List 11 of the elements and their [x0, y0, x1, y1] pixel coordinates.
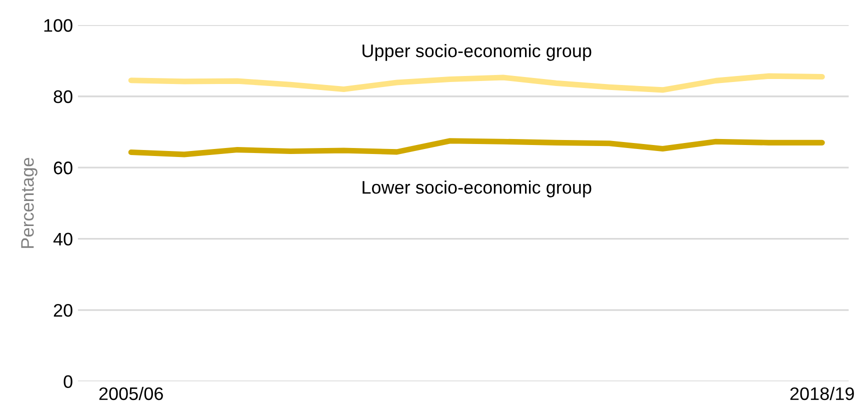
y-tick-label: 60 [54, 162, 72, 174]
y-tick-label: 40 [53, 232, 72, 246]
y-tick-label: 20 [54, 304, 72, 317]
x-tick-label: 2005/06 [99, 386, 163, 400]
y-axis-title: Percentage [21, 158, 38, 248]
series-label: Lower socio-economic group [362, 180, 592, 198]
x-tick-label: 2018/19 [790, 386, 854, 400]
y-tick-label: 100 [44, 19, 72, 32]
y-tick-label: 80 [54, 90, 72, 104]
series-label: Upper socio-economic group [362, 44, 592, 61]
y-tick-label: 0 [64, 375, 72, 388]
